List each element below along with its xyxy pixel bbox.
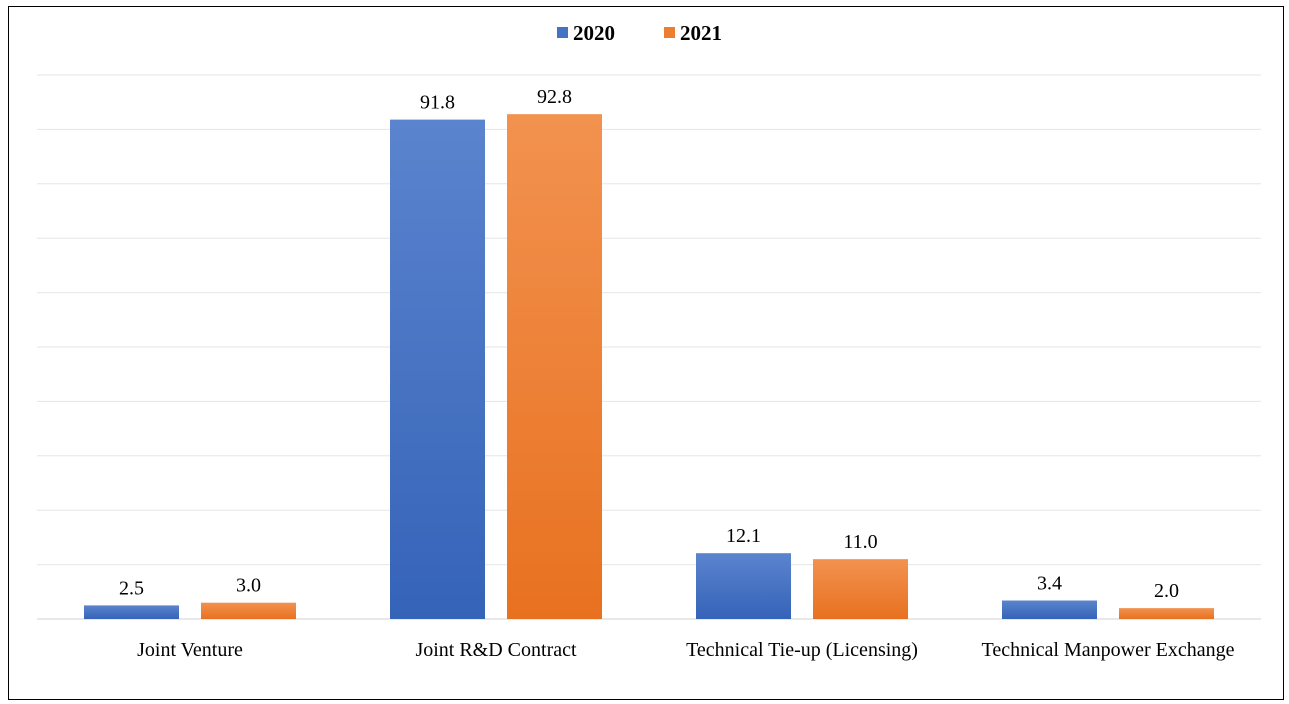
data-label-2020-0: 2.5 <box>119 577 144 599</box>
bar-2020-1 <box>390 119 485 619</box>
bar-chart: 2020 2021 2.5 3.0 91.8 92.8 12.1 11.0 3.4 2.0 J… <box>37 21 1261 661</box>
bar-2020-2 <box>696 553 791 619</box>
data-label-2020-3: 3.4 <box>1037 573 1062 595</box>
legend-label-2021: 2021 <box>680 21 722 45</box>
category-label-3: Technical Manpower Exchange <box>982 639 1235 661</box>
bar-2021-1 <box>507 114 602 619</box>
legend: 2020 2021 <box>557 21 722 45</box>
chart-frame: 2020 2021 2.5 3.0 91.8 92.8 12.1 11.0 3.4 2.0 J… <box>8 6 1284 700</box>
category-labels: Joint Venture Joint R&D Contract Technical… <box>137 639 1234 661</box>
gridlines <box>37 74 1261 620</box>
category-label-1: Joint R&D Contract <box>415 639 577 661</box>
legend-swatch-2020 <box>557 27 568 38</box>
bar-2020-0 <box>84 605 179 619</box>
data-label-2021-3: 2.0 <box>1154 580 1179 602</box>
legend-label-2020: 2020 <box>573 21 615 45</box>
data-label-2020-1: 91.8 <box>420 92 455 114</box>
category-label-0: Joint Venture <box>137 639 243 661</box>
bar-2021-3 <box>1119 608 1214 619</box>
data-label-2021-0: 3.0 <box>236 575 261 597</box>
bars <box>84 114 1214 619</box>
bar-2021-2 <box>813 559 908 619</box>
data-label-2021-2: 11.0 <box>843 531 877 553</box>
data-label-2021-1: 92.8 <box>537 86 572 108</box>
value-labels: 2.5 3.0 91.8 92.8 12.1 11.0 3.4 2.0 <box>119 86 1179 602</box>
category-label-2: Technical Tie-up (Licensing) <box>686 639 918 661</box>
legend-swatch-2021 <box>664 27 675 38</box>
bar-2020-3 <box>1002 600 1097 619</box>
bar-2021-0 <box>201 602 296 619</box>
data-label-2020-2: 12.1 <box>726 525 761 547</box>
